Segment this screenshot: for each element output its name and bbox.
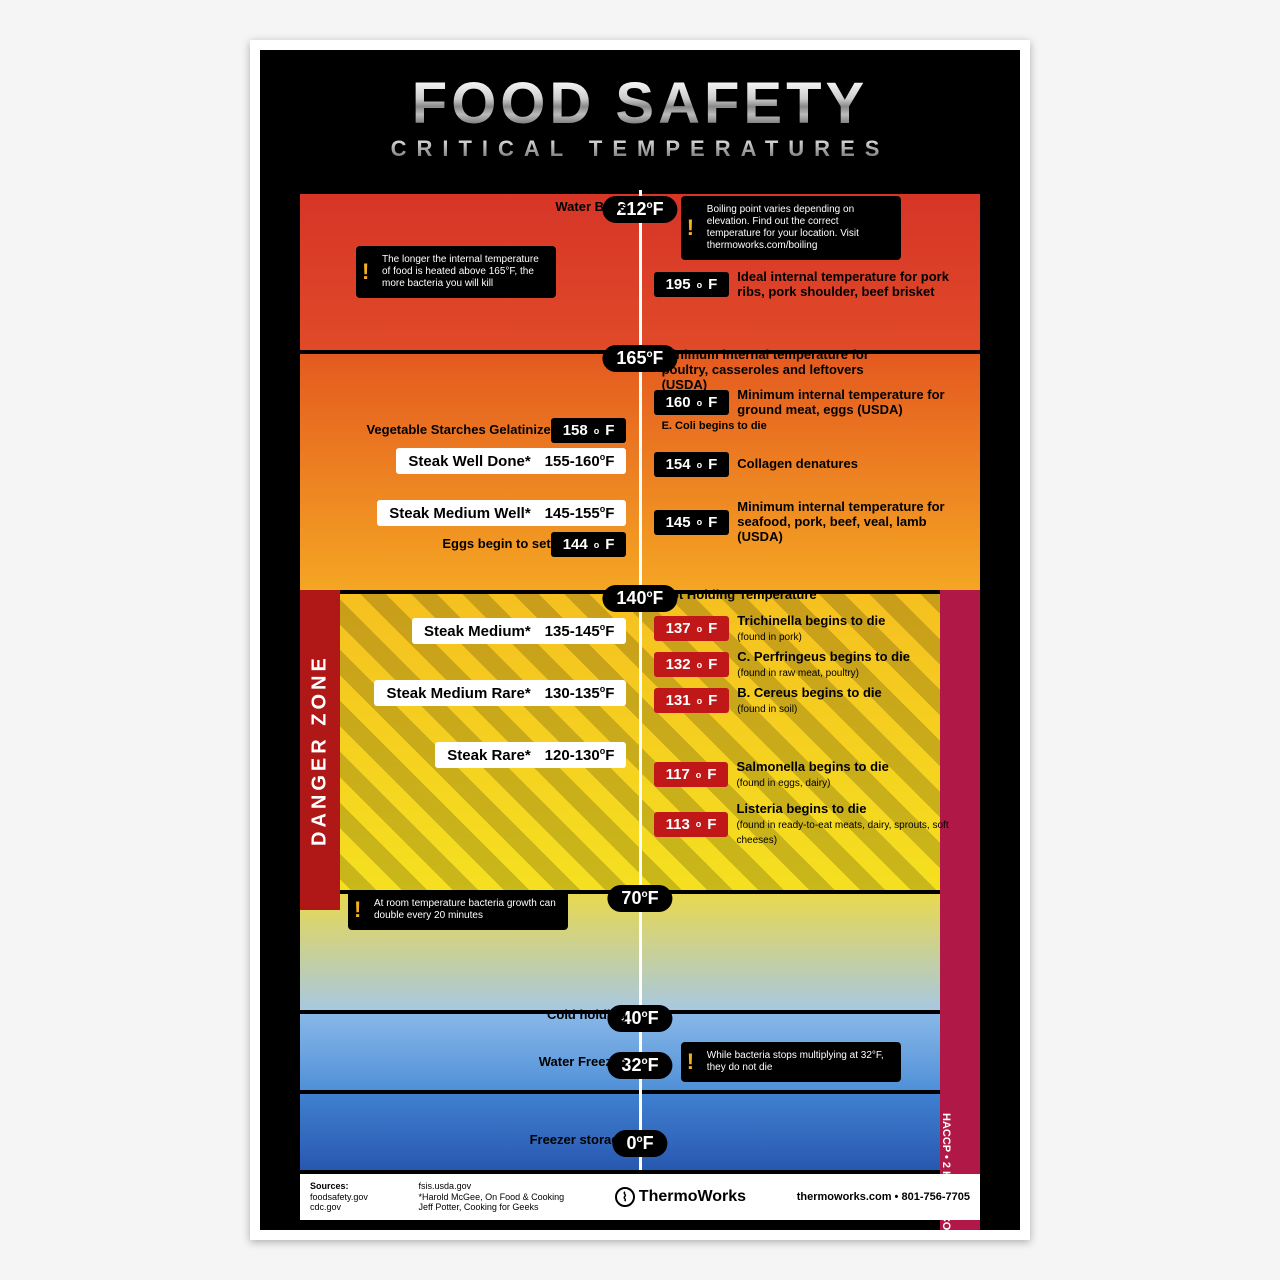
right-row: 145oF Minimum internal temperature for se… bbox=[654, 500, 958, 545]
row-label: B. Cereus begins to die(found in soil) bbox=[737, 686, 881, 716]
left-row: Cold holding bbox=[539, 1008, 626, 1023]
left-row: Water Freezes bbox=[531, 1055, 627, 1070]
info-note: While bacteria stops multiplying at 32°F… bbox=[681, 1042, 901, 1082]
brand: ⌇ ThermoWorks bbox=[615, 1187, 746, 1207]
haccp-2hr: HACCP • 2 HOURS COOL DOWN 140 ▸ 70°F bbox=[940, 590, 980, 1240]
footer-sources-2: fsis.usda.gov *Harold McGee, On Food & C… bbox=[419, 1181, 565, 1213]
right-row: 113oF Listeria begins to die(found in rea… bbox=[654, 802, 957, 847]
left-row: Water Boils bbox=[547, 200, 626, 215]
info-note: Boiling point varies depending on elevat… bbox=[681, 196, 901, 260]
steak-box: Steak Medium Well*145-155oF bbox=[377, 500, 626, 526]
footer: Sources: foodsafety.gov cdc.gov fsis.usd… bbox=[300, 1174, 980, 1220]
row-label: Ideal internal temperature for pork ribs… bbox=[737, 270, 957, 300]
danger-zone-label: DANGER ZONE bbox=[300, 590, 340, 910]
brand-logo-icon: ⌇ bbox=[615, 1187, 635, 1207]
steak-box: Steak Medium*135-145oF bbox=[412, 618, 626, 644]
temp-pill: 145oF bbox=[654, 510, 730, 535]
right-row: 132oF C. Perfringeus begins to die(found … bbox=[654, 650, 910, 680]
subtitle: CRITICAL TEMPERATURES bbox=[260, 136, 1020, 162]
sources-label: Sources: bbox=[310, 1181, 349, 1191]
right-row: 137oF Trichinella begins to die(found in … bbox=[654, 614, 886, 644]
right-row: E. Coli begins to die bbox=[654, 420, 767, 433]
temp-pill: 131oF bbox=[654, 688, 730, 713]
temp-pill: 113oF bbox=[654, 812, 729, 837]
temperature-chart: DANGER ZONE HACCP • 2 HOURS COOL DOWN 14… bbox=[300, 190, 980, 1170]
right-row: 117oF Salmonella begins to die(found in e… bbox=[654, 760, 889, 790]
row-label: Vegetable Starches Gelatinize bbox=[366, 423, 550, 438]
row-label: Eggs begin to set bbox=[442, 537, 550, 552]
left-row: Steak Rare*120-130oF bbox=[435, 742, 626, 768]
temp-pill: 195oF bbox=[654, 272, 730, 297]
center-temp-pill: 70oF bbox=[607, 885, 672, 912]
temp-pill: 117oF bbox=[654, 762, 729, 787]
footer-sources: Sources: foodsafety.gov cdc.gov bbox=[310, 1181, 368, 1213]
row-label: Cold holding bbox=[547, 1008, 626, 1023]
right-row: 160oF Minimum internal temperature for gr… bbox=[654, 388, 958, 418]
poster: FOOD SAFETY CRITICAL TEMPERATURES DANGER… bbox=[250, 40, 1030, 1240]
row-label: Freezer storage bbox=[530, 1133, 627, 1148]
left-row: 144oFEggs begin to set bbox=[434, 532, 626, 557]
right-row: 195oF Ideal internal temperature for pork… bbox=[654, 270, 958, 300]
row-label: Water Boils bbox=[555, 200, 626, 215]
row-label: E. Coli begins to die bbox=[662, 420, 767, 433]
info-note: At room temperature bacteria growth can … bbox=[348, 890, 568, 930]
steak-box: Steak Rare*120-130oF bbox=[435, 742, 626, 768]
main-title: FOOD SAFETY bbox=[260, 78, 1020, 130]
temp-pill: 160oF bbox=[654, 390, 730, 415]
haccp-2hr-text: HACCP • 2 HOURS COOL DOWN 140 ▸ 70°F bbox=[940, 590, 952, 1240]
row-label: Salmonella begins to die(found in eggs, … bbox=[736, 760, 888, 790]
sources-list-1: foodsafety.gov cdc.gov bbox=[310, 1192, 368, 1213]
left-row: Steak Medium Well*145-155oF bbox=[377, 500, 626, 526]
steak-box: Steak Medium Rare*130-135oF bbox=[374, 680, 626, 706]
footer-contact: thermoworks.com • 801-756-7705 bbox=[797, 1191, 970, 1203]
left-row: Steak Well Done*155-160oF bbox=[396, 448, 626, 474]
temp-pill: 154oF bbox=[654, 452, 730, 477]
brand-name: ThermoWorks bbox=[639, 1188, 746, 1206]
left-row: Freezer storage bbox=[522, 1133, 627, 1148]
row-label: Collagen denatures bbox=[737, 457, 858, 472]
info-note: The longer the internal temperature of f… bbox=[356, 246, 556, 298]
row-label: Listeria begins to die(found in ready-to… bbox=[736, 802, 956, 847]
row-label: Trichinella begins to die(found in pork) bbox=[737, 614, 885, 644]
left-row: Steak Medium Rare*130-135oF bbox=[374, 680, 626, 706]
temp-pill: 137oF bbox=[654, 616, 730, 641]
title-block: FOOD SAFETY CRITICAL TEMPERATURES bbox=[260, 50, 1020, 178]
right-row: Hot Holding Temperature bbox=[654, 588, 817, 603]
temp-pill: 158oF bbox=[551, 418, 627, 443]
left-row: 158oFVegetable Starches Gelatinize bbox=[358, 418, 626, 443]
temp-pill: 132oF bbox=[654, 652, 730, 677]
row-label: Minimum internal temperature for ground … bbox=[737, 388, 957, 418]
row-label: Minimum internal temperature for seafood… bbox=[737, 500, 957, 545]
right-row: 154oF Collagen denatures bbox=[654, 452, 858, 477]
row-label: C. Perfringeus begins to die(found in ra… bbox=[737, 650, 910, 680]
row-label: Hot Holding Temperature bbox=[662, 588, 817, 603]
steak-box: Steak Well Done*155-160oF bbox=[396, 448, 626, 474]
row-label: Water Freezes bbox=[539, 1055, 627, 1070]
right-row: 131oF B. Cereus begins to die(found in so… bbox=[654, 686, 882, 716]
temp-pill: 144oF bbox=[551, 532, 627, 557]
left-row: Steak Medium*135-145oF bbox=[412, 618, 626, 644]
